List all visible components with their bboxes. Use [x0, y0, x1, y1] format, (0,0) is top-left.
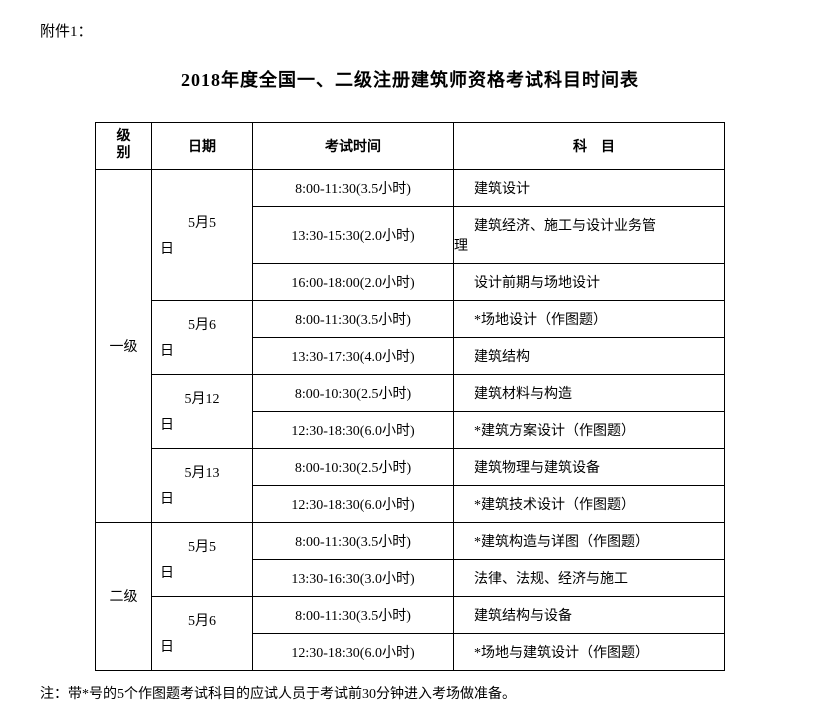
cell-time: 16:00-18:00(2.0小时) [253, 263, 454, 300]
cell-date-may6-b: 5月6 日 [152, 596, 253, 670]
cell-time: 8:00-11:30(3.5小时) [253, 522, 454, 559]
cell-subject: *场地与建筑设计（作图题） [454, 633, 725, 670]
date-text: 5月12 [160, 388, 244, 408]
cell-subject: 建筑结构 [454, 337, 725, 374]
header-level: 级 别 [96, 123, 152, 170]
cell-level-two: 二级 [96, 522, 152, 670]
date-text: 5月6 [160, 610, 244, 630]
day-marker: 日 [160, 562, 244, 582]
cell-time: 8:00-10:30(2.5小时) [253, 448, 454, 485]
table-row: 二级 5月5 日 8:00-11:30(3.5小时) *建筑构造与详图（作图题） [96, 522, 725, 559]
day-marker: 日 [160, 636, 244, 656]
cell-subject: *场地设计（作图题） [454, 300, 725, 337]
cell-subject: *建筑技术设计（作图题） [454, 485, 725, 522]
table-row: 5月6 日 8:00-11:30(3.5小时) 建筑结构与设备 [96, 596, 725, 633]
cell-level-one: 一级 [96, 169, 152, 522]
date-text: 5月5 [160, 212, 244, 232]
date-text: 5月6 [160, 314, 244, 334]
cell-date-may5-a: 5月5 日 [152, 169, 253, 300]
header-row: 级 别 日期 考试时间 科 目 [96, 123, 725, 170]
cell-time: 8:00-11:30(3.5小时) [253, 300, 454, 337]
table-wrapper: 级 别 日期 考试时间 科 目 一级 5月5 日 8:00-11:30(3.5小 [40, 122, 780, 671]
cell-subject: 建筑物理与建筑设备 [454, 448, 725, 485]
day-marker: 日 [160, 340, 244, 360]
document-title: 2018年度全国一、二级注册建筑师资格考试科目时间表 [40, 66, 780, 92]
header-subject: 科 目 [454, 123, 725, 170]
cell-time: 13:30-16:30(3.0小时) [253, 559, 454, 596]
cell-date-may12: 5月12 日 [152, 374, 253, 448]
cell-subject: 建筑材料与构造 [454, 374, 725, 411]
schedule-table: 级 别 日期 考试时间 科 目 一级 5月5 日 8:00-11:30(3.5小 [95, 122, 725, 671]
cell-time: 12:30-18:30(6.0小时) [253, 633, 454, 670]
cell-date-may6-a: 5月6 日 [152, 300, 253, 374]
header-level-line2: 别 [106, 146, 141, 163]
cell-time: 8:00-10:30(2.5小时) [253, 374, 454, 411]
table-row: 5月13 日 8:00-10:30(2.5小时) 建筑物理与建筑设备 [96, 448, 725, 485]
cell-date-may5-b: 5月5 日 [152, 522, 253, 596]
date-text: 5月13 [160, 462, 244, 482]
table-row: 5月12 日 8:00-10:30(2.5小时) 建筑材料与构造 [96, 374, 725, 411]
table-row: 5月6 日 8:00-11:30(3.5小时) *场地设计（作图题） [96, 300, 725, 337]
cell-time: 8:00-11:30(3.5小时) [253, 169, 454, 206]
day-marker: 日 [160, 414, 244, 434]
cell-subject: *建筑构造与详图（作图题） [454, 522, 725, 559]
cell-time: 8:00-11:30(3.5小时) [253, 596, 454, 633]
cell-subject: 建筑经济、施工与设计业务管 理 [454, 206, 725, 263]
cell-time: 13:30-15:30(2.0小时) [253, 206, 454, 263]
cell-subject: 建筑设计 [454, 169, 725, 206]
page-container: 附件1： 2018年度全国一、二级注册建筑师资格考试科目时间表 级 别 日期 考… [0, 0, 820, 723]
cell-date-may13: 5月13 日 [152, 448, 253, 522]
cell-subject: 法律、法规、经济与施工 [454, 559, 725, 596]
table-row: 一级 5月5 日 8:00-11:30(3.5小时) 建筑设计 [96, 169, 725, 206]
header-level-line1: 级 [106, 129, 141, 146]
cell-time: 12:30-18:30(6.0小时) [253, 411, 454, 448]
day-marker: 日 [160, 238, 244, 258]
header-time: 考试时间 [253, 123, 454, 170]
attachment-label: 附件1： [40, 20, 780, 41]
cell-subject: 建筑结构与设备 [454, 596, 725, 633]
cell-time: 12:30-18:30(6.0小时) [253, 485, 454, 522]
cell-subject: 设计前期与场地设计 [454, 263, 725, 300]
date-text: 5月5 [160, 536, 244, 556]
subject-text-line1: 建筑经济、施工与设计业务管 [454, 215, 714, 235]
subject-text-line2: 理 [454, 235, 714, 255]
cell-time: 13:30-17:30(4.0小时) [253, 337, 454, 374]
day-marker: 日 [160, 488, 244, 508]
cell-subject: *建筑方案设计（作图题） [454, 411, 725, 448]
header-date: 日期 [152, 123, 253, 170]
